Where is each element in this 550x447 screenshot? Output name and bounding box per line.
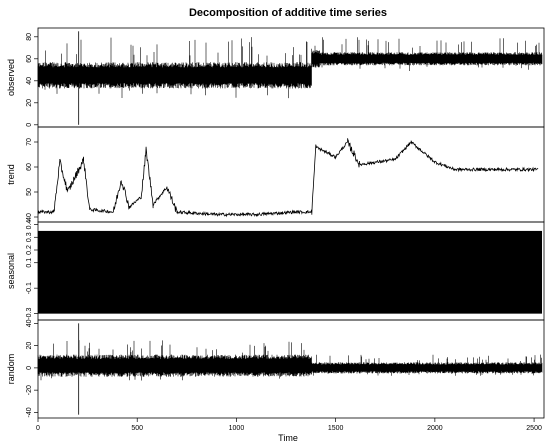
- y-tick-label-seasonal-4: 0.3: [26, 232, 33, 242]
- y-axis-label-observed: observed: [6, 59, 16, 96]
- y-tick-label-seasonal-3: 0.2: [26, 245, 33, 255]
- x-tick-label-1: 500: [131, 425, 143, 432]
- x-tick-label-4: 2000: [427, 425, 443, 432]
- series-observed: [37, 37, 543, 99]
- y-tick-label-seasonal-0: -0.3: [26, 307, 33, 319]
- series-trend: [37, 138, 539, 218]
- y-tick-label-observed-0: 0: [26, 123, 33, 127]
- y-tick-label-random-1: -20: [26, 385, 33, 395]
- x-tick-label-0: 0: [36, 425, 40, 432]
- chart-title: Decomposition of additive time series: [189, 7, 387, 19]
- y-tick-label-random-0: -40: [26, 407, 33, 417]
- seasonal-band: [38, 230, 543, 314]
- y-tick-label-random-4: 40: [26, 319, 33, 327]
- y-tick-label-random-3: 20: [26, 342, 33, 350]
- panel-trend: 40 50 60 70 trend: [6, 126, 545, 223]
- x-axis: 0 500 1000 1500 2000 2500: [36, 418, 542, 432]
- y-tick-label-trend-3: 70: [26, 138, 33, 146]
- panel-random: -40 -20 0 20 40 random: [6, 319, 545, 419]
- y-tick-label-observed-4: 80: [26, 33, 33, 41]
- y-axis-label-random: random: [6, 354, 16, 385]
- y-tick-label-trend-0: 40: [26, 213, 33, 221]
- y-axis-label-seasonal: seasonal: [6, 253, 16, 289]
- y-tick-label-trend-2: 60: [26, 163, 33, 171]
- panel-seasonal: -0.3 -0.1 0.1 0.2 0.3 0.4 seasonal: [6, 220, 545, 321]
- y-tick-label-observed-1: 20: [26, 99, 33, 107]
- x-tick-label-2: 1000: [229, 425, 245, 432]
- x-axis-label: Time: [278, 433, 298, 443]
- y-tick-label-observed-3: 60: [26, 55, 33, 63]
- y-tick-label-seasonal-2: 0.1: [26, 258, 33, 268]
- y-tick-label-random-2: 0: [26, 366, 33, 370]
- x-tick-label-3: 1500: [328, 425, 344, 432]
- y-tick-label-observed-2: 40: [26, 77, 33, 85]
- panel-observed: 0 20 40 60 80 observed: [6, 27, 545, 128]
- series-random: [37, 340, 543, 381]
- y-tick-label-seasonal-5: 0.4: [26, 220, 33, 230]
- y-axis-label-trend: trend: [6, 164, 16, 185]
- x-tick-label-5: 2500: [526, 425, 542, 432]
- panels-group: 0 20 40 60 80 observed 40 50 60 70 trend -0.3 -0.1 0.…: [6, 27, 545, 419]
- y-tick-label-seasonal-1: -0.1: [26, 282, 33, 294]
- y-tick-label-trend-1: 50: [26, 188, 33, 196]
